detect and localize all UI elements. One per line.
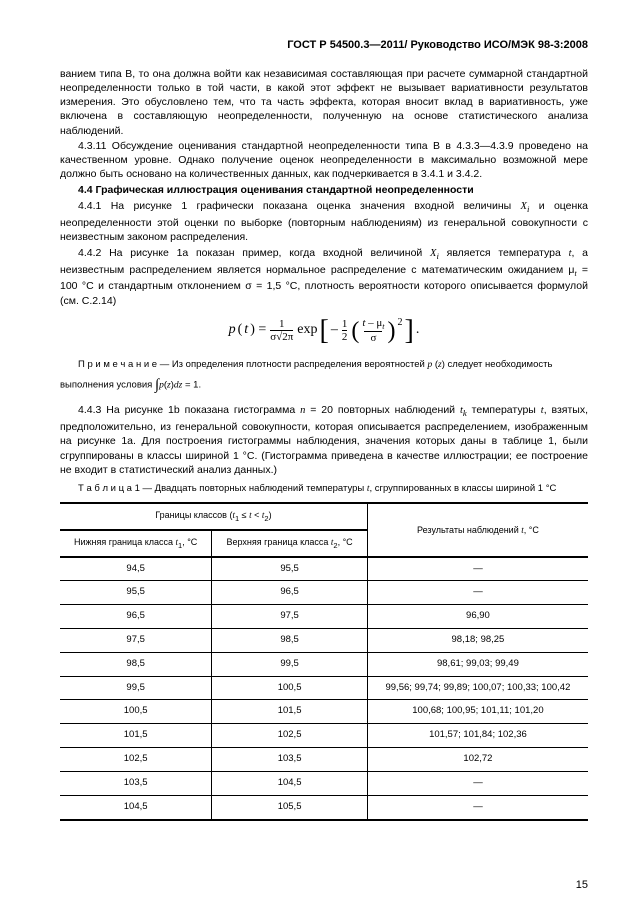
table-cell-upper: 103,5 — [212, 748, 368, 772]
note-line2: выполнения условия ∫p(z)dz = 1. — [60, 375, 588, 395]
table-cell-lower: 94,5 — [60, 557, 212, 581]
table-cell-results: — — [367, 795, 588, 819]
table-cell-upper: 100,5 — [212, 676, 368, 700]
table-cell-lower: 97,5 — [60, 629, 212, 653]
table-1-caption: Т а б л и ц а 1 — Двадцать повторных наб… — [60, 483, 588, 496]
table-cell-upper: 104,5 — [212, 771, 368, 795]
th-upper: Верхняя граница класса t2, °C — [212, 530, 368, 557]
paragraph-4-4-1: 4.4.1 На рисунке 1 графически показана о… — [60, 199, 588, 244]
text: выполнения условия — [60, 380, 155, 391]
table-cell-results: 96,90 — [367, 605, 588, 629]
table-cell-upper: 97,5 — [212, 605, 368, 629]
paragraph-2: 4.3.11 Обсуждение оценивания стандартной… — [60, 139, 588, 182]
paragraph-1: ванием типа В, то она должна войти как н… — [60, 67, 588, 138]
text: = 20 повторных наблюдений — [305, 404, 460, 416]
var-xi: Xi — [430, 248, 439, 259]
note-line1: П р и м е ч а н и е — Из определения пло… — [60, 356, 588, 374]
text: температуры — [467, 404, 541, 416]
table-cell-results: 100,68; 100,95; 101,11; 101,20 — [367, 700, 588, 724]
table-cell-lower: 103,5 — [60, 771, 212, 795]
table-cell-lower: 96,5 — [60, 605, 212, 629]
table-cell-lower: 95,5 — [60, 581, 212, 605]
text: следует необходимость — [445, 359, 553, 370]
page-number: 15 — [576, 878, 588, 893]
table-cell-upper: 98,5 — [212, 629, 368, 653]
table-cell-upper: 96,5 — [212, 581, 368, 605]
table-cell-results: 98,18; 98,25 — [367, 629, 588, 653]
paragraph-4-4-3: 4.4.3 На рисунке 1b показана гистограмма… — [60, 403, 588, 477]
var-tk: tk — [460, 405, 467, 416]
table-cell-results: 102,72 — [367, 748, 588, 772]
text: , сгруппированных в классы шириной 1 °C — [370, 483, 557, 494]
table-cell-results: — — [367, 557, 588, 581]
table-cell-lower: 99,5 — [60, 676, 212, 700]
table-cell-upper: 105,5 — [212, 795, 368, 819]
text: является температура — [439, 247, 569, 259]
table-cell-upper: 99,5 — [212, 652, 368, 676]
table-body: 94,595,5—95,596,5—96,597,596,9097,598,59… — [60, 557, 588, 820]
table-cell-results: — — [367, 771, 588, 795]
page-header: ГОСТ Р 54500.3—2011/ Руководство ИСО/МЭК… — [60, 38, 588, 53]
table-1: Границы классов (t1 ≤ t < t2) Результаты… — [60, 502, 588, 821]
table-cell-lower: 102,5 — [60, 748, 212, 772]
th-lower: Нижняя граница класса t1, °C — [60, 530, 212, 557]
table-cell-upper: 95,5 — [212, 557, 368, 581]
table-cell-results: 98,61; 99,03; 99,49 — [367, 652, 588, 676]
th-results: Результаты наблюдений t, °C — [367, 503, 588, 557]
text: = 1. — [182, 380, 201, 391]
text: 4.4.2 На рисунке 1а показан пример, когд… — [78, 247, 430, 259]
formula-pt: p(t) = 1 σ√2π exp [ – 1 2 ( t – μt σ ) 2… — [60, 318, 588, 344]
text: 4.4.1 На рисунке 1 графически показана о… — [78, 200, 521, 212]
table-cell-results: 101,57; 101,84; 102,36 — [367, 724, 588, 748]
th-bounds: Границы классов (t1 ≤ t < t2) — [60, 503, 367, 530]
table-cell-lower: 101,5 — [60, 724, 212, 748]
table-cell-lower: 100,5 — [60, 700, 212, 724]
table-cell-lower: 98,5 — [60, 652, 212, 676]
var-pz: p — [427, 360, 432, 370]
table-cell-results: — — [367, 581, 588, 605]
table-cell-upper: 102,5 — [212, 724, 368, 748]
text: П р и м е ч а н и е — Из определения пло… — [78, 359, 427, 370]
text: Т а б л и ц а 1 — Двадцать повторных наб… — [78, 483, 367, 494]
section-4-4-title: 4.4 Графическая иллюстрация оценивания с… — [60, 183, 588, 197]
table-cell-results: 99,56; 99,74; 99,89; 100,07; 100,33; 100… — [367, 676, 588, 700]
table-cell-lower: 104,5 — [60, 795, 212, 819]
paragraph-4-4-2: 4.4.2 На рисунке 1а показан пример, когд… — [60, 246, 588, 308]
table-cell-upper: 101,5 — [212, 700, 368, 724]
text: 4.4.3 На рисунке 1b показана гистограмма — [78, 404, 300, 416]
